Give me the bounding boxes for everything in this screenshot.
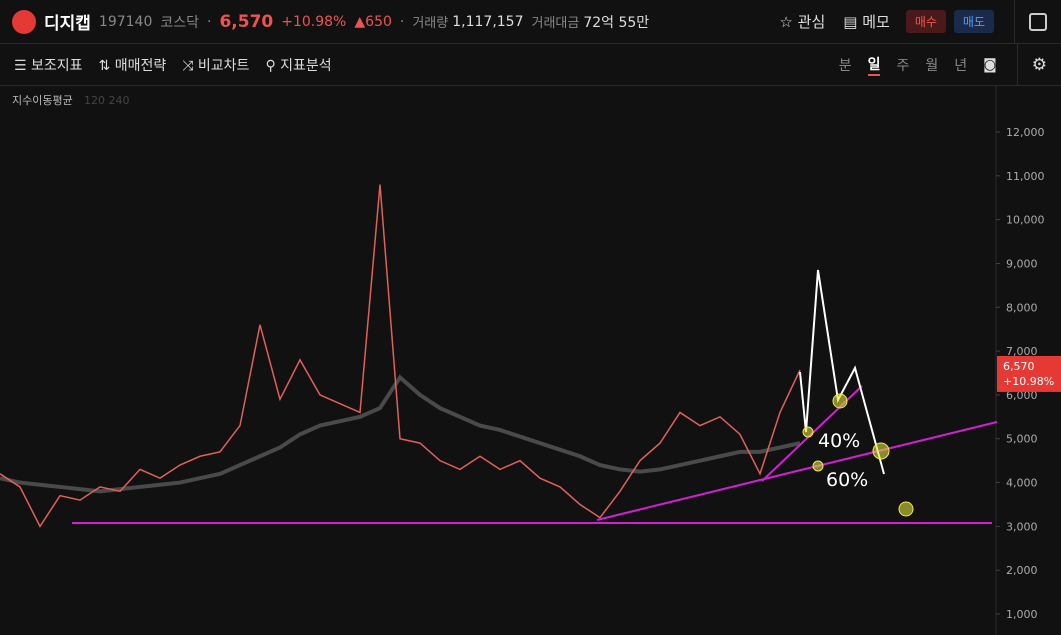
divider <box>1016 43 1018 86</box>
stock-name: 디지캡 <box>44 14 91 34</box>
marker <box>832 393 848 409</box>
moving-average <box>0 374 801 494</box>
sep: · <box>207 13 212 30</box>
chart: 지수이동평균 120 240 40% 60% 1,000 2,000 3,000 4,… <box>0 86 1061 635</box>
plot <box>0 184 801 528</box>
y-tick-label: 4,000 <box>1006 477 1038 490</box>
header: 디지캡 197140 코스닥 · 6,570 +10.98% ▲650 · 거래… <box>0 0 1061 44</box>
watch-label: 관심 <box>797 13 826 31</box>
volume-label: 거래량 <box>412 16 449 31</box>
y-tick-label: 11,000 <box>1006 170 1045 183</box>
trend-line <box>596 421 998 521</box>
marker <box>898 501 914 517</box>
y-tick-label: 3,000 <box>1006 520 1038 533</box>
change: ▲650 <box>354 13 392 30</box>
y-tick-label: 9,000 <box>1006 257 1038 270</box>
tool[interactable]: ⤨ 비교차트 <box>182 57 250 74</box>
period[interactable]: 년 <box>954 57 968 74</box>
amount: 72억 55만 <box>583 14 650 31</box>
annotation: 60% <box>826 469 868 491</box>
memo-button[interactable]: ▤ 메모 <box>843 13 890 31</box>
period[interactable]: 주 <box>896 57 910 74</box>
y-tick-label: 2,000 <box>1006 564 1038 577</box>
y-tick-label: 5,000 <box>1006 433 1038 446</box>
period[interactable]: 분 <box>838 57 852 74</box>
price: 6,570 <box>219 11 274 32</box>
indicator-params: 120 240 <box>84 94 130 107</box>
tool[interactable]: ☰ 보조지표 <box>14 57 83 74</box>
logo <box>12 9 36 34</box>
price-tag-change: +10.98% <box>1003 375 1054 388</box>
panel-button[interactable] <box>1029 12 1047 31</box>
buy-button[interactable]: 매수 <box>905 10 946 33</box>
tool-label: 지표분석 <box>280 57 332 74</box>
period-active[interactable]: 일 <box>867 54 881 76</box>
watch-button[interactable]: ☆ 관심 <box>779 13 826 31</box>
y-tick-label: 6,000 <box>1006 389 1038 402</box>
marker <box>812 460 824 472</box>
volume: 1,117,157 <box>452 13 524 30</box>
period[interactable]: 월 <box>925 57 939 74</box>
y-tick-label: 10,000 <box>1006 214 1045 227</box>
drawings <box>72 269 998 524</box>
price-line <box>0 184 801 528</box>
tool-label: 보조지표 <box>31 57 83 74</box>
projection-line <box>799 269 885 475</box>
market: 코스닥 <box>160 14 200 31</box>
price-tag <box>997 355 1061 392</box>
y-tick-label: 8,000 <box>1006 301 1038 314</box>
toolbar: ☰ 보조지표 ⇅ 매매전략 ⤨ 비교차트 ⚲ 지표분석 분 일 주 월 년 ◙ … <box>0 43 1061 86</box>
price-tag-label: 6,570 <box>1003 360 1035 373</box>
y-tick-label: 12,000 <box>1006 126 1045 139</box>
marker <box>872 442 890 460</box>
tool-label: 비교차트 <box>197 57 250 74</box>
tool[interactable]: ⇅ 매매전략 <box>98 57 167 74</box>
indicator-label: 지수이동평균 <box>12 94 73 107</box>
y-tick-label: 1,000 <box>1006 608 1038 621</box>
amount-label: 거래대금 <box>531 16 580 31</box>
memo-label: 메모 <box>862 13 890 31</box>
camera-button[interactable]: ◙ <box>983 56 997 73</box>
stock-code: 197140 <box>98 13 153 30</box>
y-tick-label: 7,000 <box>1006 345 1038 358</box>
sep: · <box>399 13 405 30</box>
sell-button[interactable]: 매도 <box>953 10 994 33</box>
tool-label: 매매전략 <box>114 57 167 74</box>
divider <box>1014 0 1015 44</box>
marker <box>802 426 814 438</box>
tool[interactable]: ⚲ 지표분석 <box>265 57 332 74</box>
annotation: 40% <box>818 430 860 452</box>
change-value: 650 <box>365 13 392 30</box>
change-pct: +10.98% <box>281 13 347 30</box>
settings-button[interactable]: ⚙ <box>1031 54 1047 75</box>
